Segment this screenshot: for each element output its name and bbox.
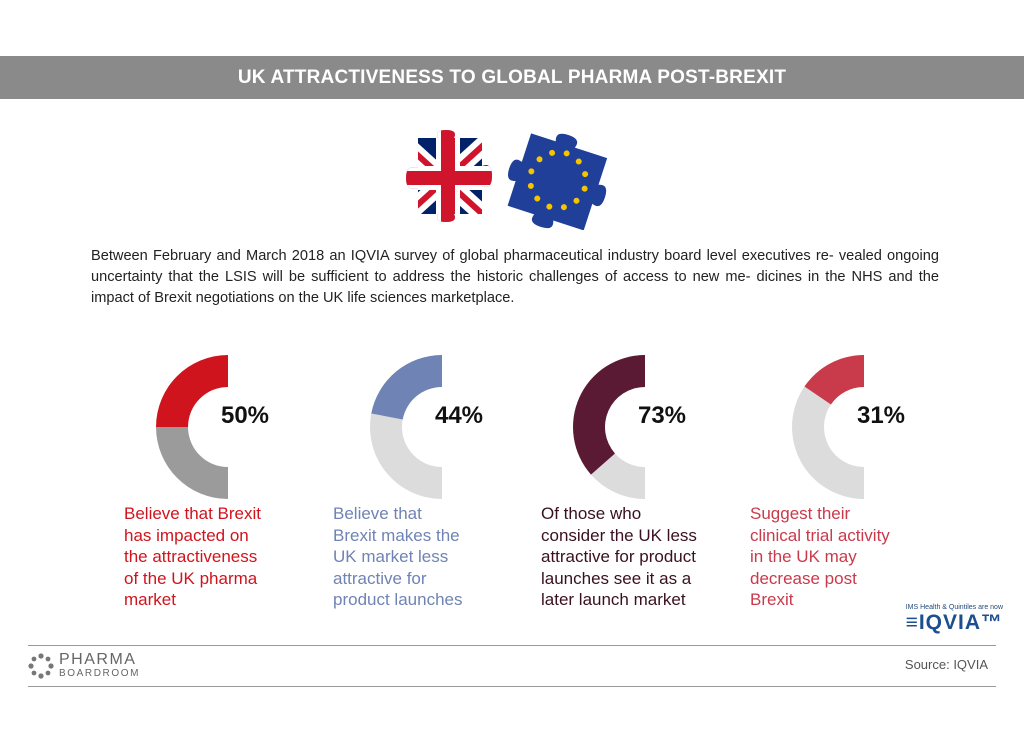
- footer-bottom-divider: [28, 686, 996, 687]
- caption-line: of the UK pharma: [124, 568, 258, 588]
- caption-line: has impacted on: [124, 525, 249, 545]
- puzzle-illustration: [390, 130, 630, 231]
- brand-subtitle: BOARDROOM: [59, 668, 141, 679]
- donut-value-segment: [371, 355, 442, 420]
- donut-svg: [573, 355, 645, 499]
- donut-remainder-segment: [370, 413, 442, 499]
- intro-line: vealed ongoing uncertainty that the LSIS…: [91, 248, 939, 285]
- brand-name: PHARMA: [59, 651, 137, 668]
- source-note: Source: IQVIA: [904, 657, 988, 672]
- caption-line: in the UK may: [750, 547, 857, 567]
- caption-line: Suggest their: [750, 504, 851, 523]
- caption-line: consider the UK less: [541, 525, 697, 545]
- donut-value-segment: [156, 355, 228, 427]
- pharma-boardroom-logo: PHARMA BOARDROOM: [28, 651, 168, 682]
- caption-line: attractive for product: [541, 547, 696, 567]
- caption-line: Believe that Brexit: [124, 504, 262, 523]
- donut-remainder-segment: [590, 453, 645, 499]
- donut-chart-brexit-impact: 50%: [138, 355, 318, 500]
- caption-line: decrease post: [750, 568, 857, 588]
- caption-line: UK market less: [333, 547, 449, 567]
- caption-line: later launch market: [541, 590, 686, 610]
- donut-chart-less-attractive: 44%: [352, 355, 532, 500]
- caption-line: Brexit: [750, 590, 794, 610]
- caption-clinical-trials: Suggest their clinical trial activity in…: [750, 503, 890, 611]
- donut-remainder-segment: [156, 427, 228, 499]
- iqvia-tagline: IMS Health & Quintiles are now: [905, 604, 1003, 611]
- caption-later-launch: Of those who consider the UK less attrac…: [541, 503, 697, 611]
- caption-line: Brexit makes the: [333, 525, 460, 545]
- donut-value-segment: [573, 355, 645, 475]
- footer-top-divider: [28, 645, 996, 646]
- donut-remainder-segment: [792, 386, 864, 499]
- donut-value-segment: [804, 355, 864, 405]
- intro-line: dicines in the NHS and the impact of Bre…: [91, 269, 939, 306]
- caption-line: the attractiveness: [124, 547, 258, 567]
- donut-percent-label: 44%: [434, 402, 484, 429]
- dots-ring-icon: [28, 653, 54, 679]
- uk-flag-puzzle-icon: [406, 130, 492, 222]
- caption-brexit-impact: Believe that Brexit has impacted on the …: [124, 503, 261, 611]
- page-title: UK ATTRACTIVENESS TO GLOBAL PHARMA POST-…: [237, 66, 787, 88]
- iqvia-wordmark: ≡IQVIA™: [905, 611, 1003, 634]
- intro-paragraph: Between February and March 2018 an IQVIA…: [91, 246, 939, 309]
- donut-percent-label: 50%: [220, 402, 270, 429]
- donut-chart-later-launch: 73%: [555, 355, 735, 500]
- caption-line: market: [124, 590, 176, 610]
- caption-line: Believe that: [333, 504, 422, 523]
- donut-svg: [370, 355, 442, 499]
- donut-chart-clinical-trials: 31%: [774, 355, 954, 500]
- donut-percent-label: 31%: [856, 402, 906, 429]
- title-banner: UK ATTRACTIVENESS TO GLOBAL PHARMA POST-…: [0, 56, 1024, 99]
- donut-svg: [156, 355, 228, 499]
- donut-svg: [792, 355, 864, 499]
- caption-line: product launches: [333, 590, 463, 610]
- caption-less-attractive: Believe that Brexit makes the UK market …: [333, 503, 462, 611]
- caption-line: launches see it as a: [541, 568, 692, 588]
- donut-percent-label: 73%: [637, 402, 687, 429]
- caption-line: attractive for: [333, 568, 427, 588]
- eu-flag-puzzle-icon: [507, 133, 608, 231]
- iqvia-logo: IMS Health & Quintiles are now ≡IQVIA™: [893, 604, 1003, 638]
- caption-line: Of those who: [541, 504, 642, 523]
- caption-line: clinical trial activity: [750, 525, 890, 545]
- intro-line: Between February and March 2018 an IQVIA…: [91, 248, 834, 264]
